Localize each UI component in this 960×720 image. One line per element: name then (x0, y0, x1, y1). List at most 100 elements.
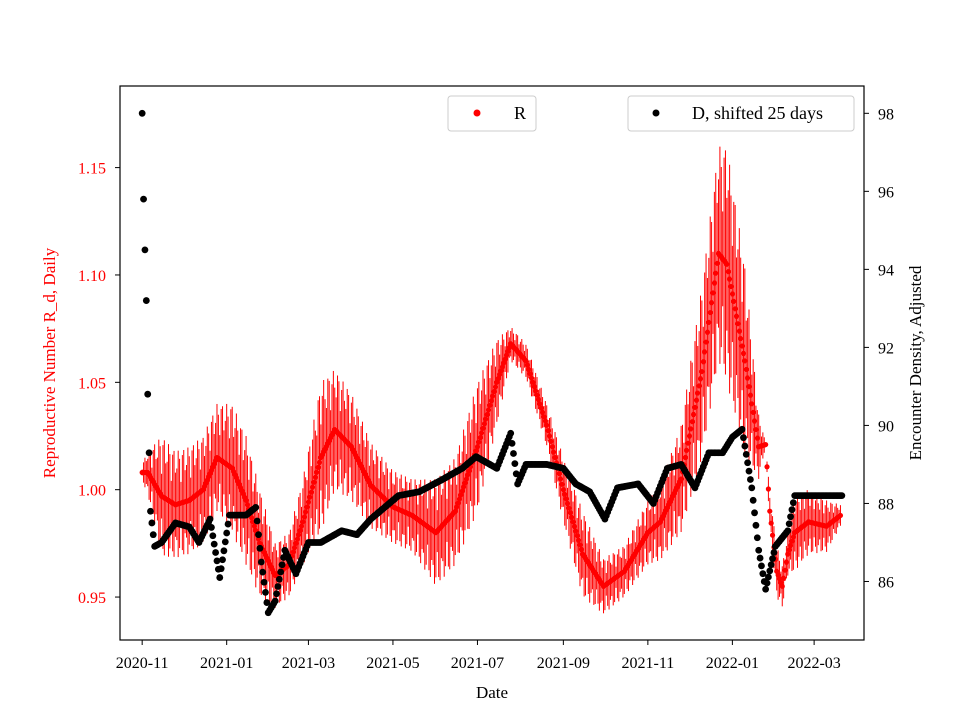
d-point (751, 509, 758, 517)
d-point (271, 597, 279, 605)
d-point (766, 567, 774, 575)
d-point (742, 451, 750, 458)
x-axis-label: Date (476, 683, 508, 702)
d-point (511, 460, 519, 468)
y-right-tick-label: 94 (878, 262, 894, 279)
d-point (210, 540, 218, 548)
x-tick-label: 2020-11 (116, 655, 169, 672)
d-point (748, 484, 756, 492)
y-left-tick-label: 1.15 (78, 161, 106, 178)
r-point (764, 464, 770, 470)
d-point (259, 568, 267, 576)
d-point (769, 555, 776, 563)
d-point (838, 492, 846, 500)
legend-r-box (447, 95, 537, 132)
d-point (508, 439, 516, 447)
d-point (260, 578, 268, 586)
d-point (138, 109, 146, 117)
y-right-tick-label: 92 (878, 340, 894, 357)
d-point (142, 297, 150, 304)
d-point (510, 450, 517, 457)
d-point (275, 575, 283, 583)
d-point (507, 429, 515, 437)
legend-d-marker (652, 109, 660, 117)
r-point (837, 512, 844, 519)
y-right-tick-label: 96 (878, 184, 894, 201)
y-right-tick-label: 88 (878, 496, 894, 513)
d-point (253, 517, 261, 525)
legend-d-label: D, shifted 25 days (692, 103, 823, 123)
d-point (216, 574, 224, 581)
d-point (145, 449, 153, 457)
y-left-tick-label: 0.95 (78, 590, 106, 607)
plot-area (138, 109, 846, 617)
y-right-axis-label: Encounter Density, Adjusted (906, 265, 925, 460)
d-point (217, 565, 225, 573)
d-point (219, 556, 226, 564)
d-point (745, 467, 753, 475)
y-left-axis-label: Reproductive Number R_d, Daily (40, 247, 59, 478)
y-right-tick-label: 86 (878, 574, 894, 591)
d-point (221, 538, 229, 546)
d-point (274, 583, 282, 590)
d-point (252, 503, 260, 511)
x-tick-label: 2022-03 (787, 655, 840, 672)
y-right-tick-label: 98 (878, 106, 894, 123)
d-point (208, 524, 215, 531)
r-point (767, 508, 773, 514)
d-point (213, 557, 221, 565)
x-tick-label: 2021-03 (282, 655, 335, 672)
d-point (746, 476, 754, 483)
d-point (278, 561, 286, 569)
d-point (753, 534, 761, 542)
x-tick-label: 2021-01 (200, 655, 253, 672)
d-point (209, 532, 217, 540)
d-point (759, 570, 767, 578)
d-point (149, 531, 157, 539)
r-point (765, 486, 772, 492)
d-point (755, 546, 763, 554)
legend-d-box (627, 95, 855, 132)
d-point (749, 496, 757, 504)
x-tick-label: 2021-11 (621, 655, 674, 672)
d-point (148, 519, 156, 527)
d-point (224, 520, 232, 528)
d-point (273, 590, 280, 598)
d-point (744, 459, 752, 467)
d-point (785, 520, 793, 528)
d-point (784, 527, 792, 535)
d-point (256, 544, 264, 552)
d-point (741, 442, 749, 450)
x-tick-label: 2021-07 (451, 655, 504, 672)
y-left-tick-label: 1.10 (78, 268, 106, 285)
d-point (767, 561, 775, 569)
d-point (763, 579, 771, 587)
x-tick-label: 2021-05 (366, 655, 419, 672)
d-point (770, 549, 778, 556)
d-point (140, 195, 147, 203)
d-point (277, 568, 285, 576)
legend-r-marker (473, 109, 481, 117)
d-point (762, 585, 770, 593)
d-point (787, 513, 794, 521)
d-point (738, 425, 746, 433)
y-right-tick-label: 90 (878, 418, 894, 435)
axes-ticks: 2020-11 2021-01 2021-03 2021-05 2021-07 2021-… (78, 106, 894, 672)
d-point (789, 499, 797, 507)
series-d (138, 109, 846, 617)
d-point (758, 562, 765, 570)
series-r (139, 146, 844, 614)
d-point (740, 434, 747, 442)
x-tick-label: 2021-09 (537, 655, 590, 672)
d-point (255, 531, 262, 539)
y-left-tick-label: 1.05 (78, 375, 106, 392)
d-point (756, 554, 764, 562)
d-point (262, 589, 269, 596)
d-point (752, 521, 760, 529)
d-point (141, 246, 149, 254)
d-point (223, 529, 231, 537)
x-tick-label: 2022-01 (706, 655, 759, 672)
d-point (263, 599, 271, 606)
d-point (144, 390, 152, 398)
